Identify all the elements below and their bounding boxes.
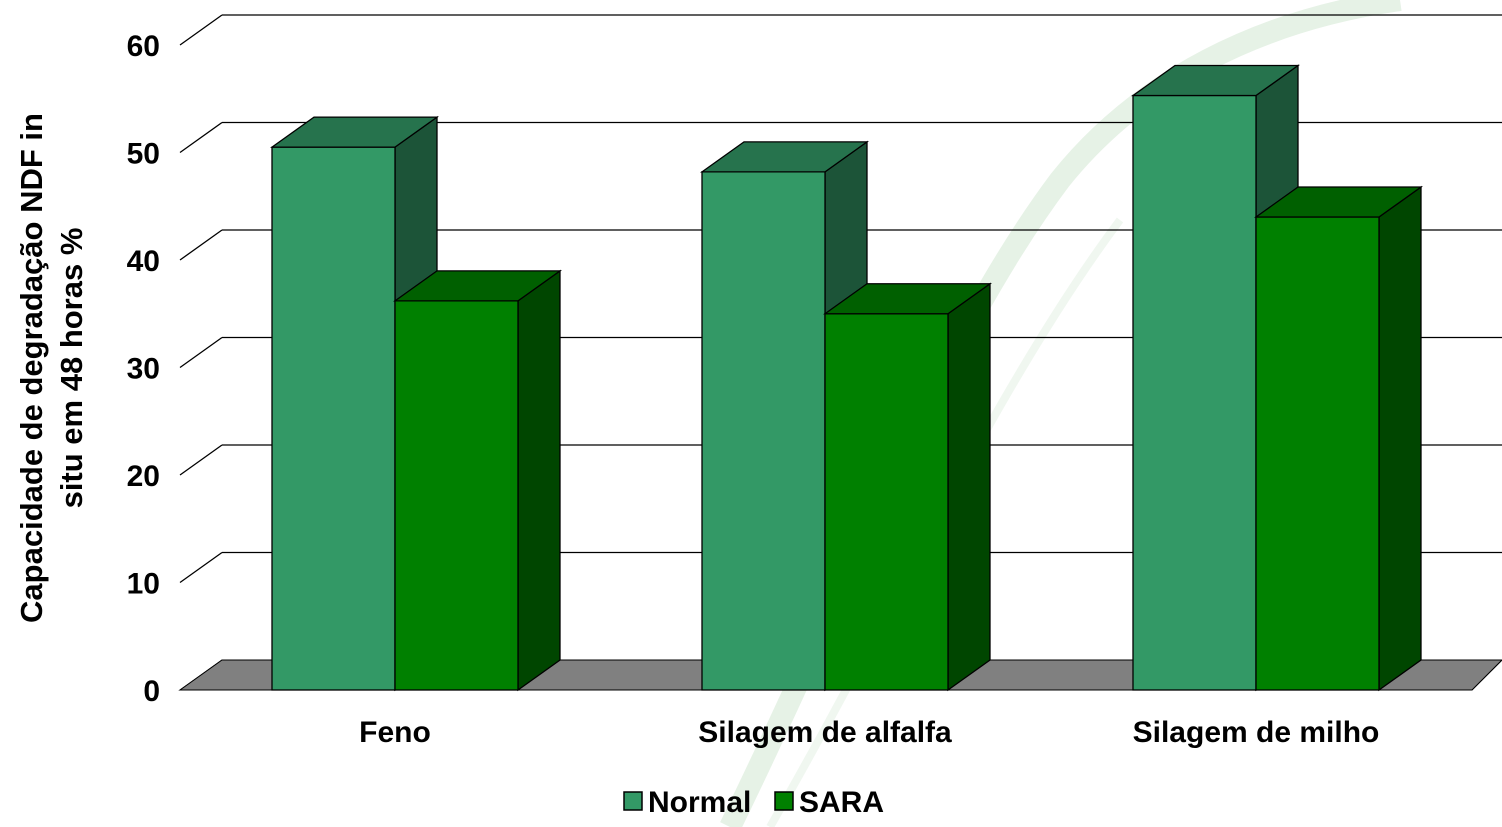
- legend-label: SARA: [799, 786, 884, 819]
- bar-top-face: [392, 270, 563, 302]
- gridline-diagonal: [179, 14, 223, 46]
- y-axis-label-line-2: situ em 48 horas %: [54, 228, 89, 509]
- x-tick-label: Feno: [359, 716, 431, 749]
- bar-top-face: [699, 141, 870, 173]
- bar-top-face: [822, 283, 993, 315]
- gridline-diagonal: [179, 121, 223, 154]
- bar: [392, 269, 563, 692]
- y-tick-label: 10: [127, 568, 160, 601]
- bar-front-face: [271, 146, 396, 691]
- legend: Normal SARA: [623, 786, 884, 819]
- y-tick-label: 0: [143, 675, 160, 708]
- gridline-diagonal: [179, 444, 223, 476]
- bar-front-face: [394, 300, 519, 691]
- legend-item: SARA: [774, 786, 884, 819]
- x-tick-label: Silagem de milho: [1133, 716, 1380, 749]
- bar-front-face: [1132, 94, 1257, 691]
- legend-swatch: [774, 791, 794, 811]
- gridline-diagonal: [179, 551, 223, 584]
- bar: [1253, 185, 1424, 692]
- bar-front-face: [1255, 216, 1380, 691]
- y-tick-label: 20: [127, 460, 160, 493]
- bar-front-face: [824, 313, 949, 691]
- y-tick-labels: 0 10 20 30 40 50 60: [127, 30, 160, 708]
- x-tick-labels: Feno Silagem de alfalfa Silagem de milho: [359, 716, 1379, 749]
- y-tick-label: 50: [127, 138, 160, 171]
- bar-front-face: [701, 171, 826, 691]
- gridline-diagonal: [179, 336, 223, 369]
- y-tick-label: 40: [127, 245, 160, 278]
- y-tick-label: 60: [127, 30, 160, 63]
- bar: [822, 282, 993, 692]
- legend-label: Normal: [648, 786, 751, 819]
- y-axis-label-line-1: Capacidade de degradação NDF in: [14, 113, 49, 623]
- bars: [269, 64, 1424, 692]
- y-tick-label: 30: [127, 353, 160, 386]
- legend-item: Normal: [623, 786, 751, 819]
- bar-side-face: [1378, 185, 1422, 692]
- bar-top-face: [1130, 64, 1301, 97]
- bar-top-face: [269, 116, 440, 148]
- legend-swatch: [623, 791, 643, 811]
- bar-side-face: [517, 269, 561, 692]
- x-tick-label: Silagem de alfalfa: [698, 716, 952, 749]
- bar-side-face: [947, 282, 991, 692]
- bar-top-face: [1253, 186, 1424, 218]
- gridline-diagonal: [179, 229, 223, 261]
